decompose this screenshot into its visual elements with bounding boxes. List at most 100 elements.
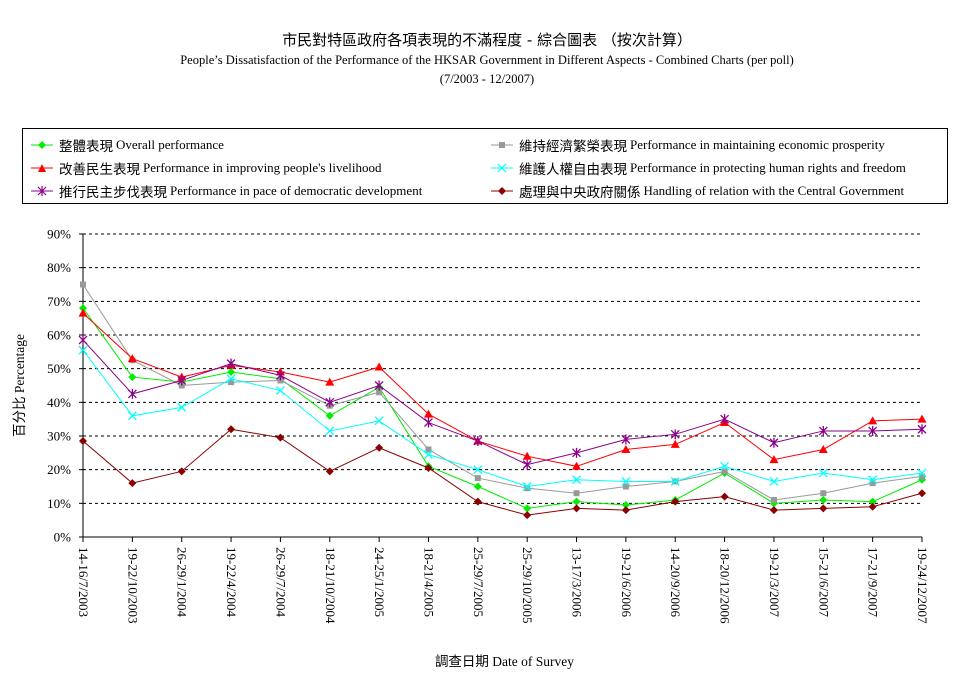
- data-point: [819, 504, 828, 513]
- y-tick-label: 60%: [47, 328, 71, 343]
- series-line: [82, 428, 923, 516]
- data-point: [325, 397, 335, 408]
- data-point: [572, 497, 581, 506]
- legend-label-en: Handling of relation with the Central Go…: [643, 183, 905, 198]
- data-point: [473, 465, 483, 475]
- data-point: [917, 424, 927, 435]
- y-tick-label: 20%: [47, 462, 71, 477]
- x-tick-label: 19-22/10/2003: [125, 547, 140, 624]
- data-point: [869, 480, 876, 487]
- data-point: [227, 425, 236, 434]
- data-point: [721, 468, 728, 475]
- data-point: [769, 506, 778, 515]
- data-point: [128, 479, 137, 488]
- data-point: [375, 443, 384, 452]
- data-point: [374, 362, 384, 371]
- x-tick-label: 24-25/1/2005: [372, 547, 387, 617]
- data-point: [572, 447, 581, 458]
- data-point: [621, 501, 630, 510]
- x-tick-label: 25-29/7/2005: [471, 547, 486, 617]
- data-point: [524, 485, 531, 492]
- data-point: [572, 461, 582, 470]
- data-point: [522, 451, 532, 460]
- x-tick-label: 15-21/6/2007: [816, 547, 831, 618]
- x-tick-label: 19-22/4/2004: [224, 547, 239, 618]
- x-tick-label: 18-20/12/2006: [718, 547, 733, 624]
- data-point: [670, 439, 680, 448]
- data-point: [178, 382, 185, 389]
- data-point: [523, 511, 532, 520]
- y-tick-label: 80%: [47, 260, 71, 275]
- chart-title-en: People’s Dissatisfaction of the Performa…: [180, 53, 794, 67]
- data-point: [917, 414, 927, 423]
- data-point: [622, 483, 629, 490]
- data-point: [818, 444, 828, 453]
- y-tick-label: 50%: [47, 361, 71, 376]
- data-point: [621, 444, 631, 453]
- legend-item-livelihood: 改善民生表現 Performance in improving people's…: [31, 158, 381, 178]
- data-point: [325, 377, 335, 386]
- data-point: [573, 490, 580, 497]
- data-point: [127, 354, 137, 363]
- legend-marker-democracy: [31, 186, 53, 196]
- chart-title-block: 市民對特區政府各項表現的不滿程度 - 綜合圖表 （按次計算） People’s …: [0, 30, 974, 89]
- legend-marker-economy: [491, 142, 513, 148]
- chart-title-zh: 市民對特區政府各項表現的不滿程度 - 綜合圖表 （按次計算）: [282, 31, 692, 49]
- data-point: [78, 345, 88, 355]
- legend-item-democracy: 推行民主步伐表現 Performance in pace of democrat…: [31, 181, 422, 201]
- data-point: [275, 386, 285, 396]
- data-point: [769, 476, 779, 486]
- series-line: [82, 284, 923, 501]
- legend-label-zh: 處理與中央政府關係: [519, 185, 641, 201]
- x-tick-label: 14-16/7/2003: [76, 547, 91, 617]
- data-point: [424, 463, 433, 472]
- data-point: [523, 504, 532, 513]
- chart-date-range: (7/2003 - 12/2007): [439, 72, 535, 86]
- legend-label-zh: 整體表現: [59, 139, 113, 155]
- x-tick-label: 19-24/12/2007: [915, 547, 930, 624]
- y-axis-title: 百分比 Percentage: [12, 334, 27, 437]
- data-point: [277, 377, 284, 384]
- x-axis-title: 調查日期 Date of Survey: [435, 654, 574, 669]
- data-point: [720, 461, 730, 471]
- data-point: [423, 409, 433, 418]
- series-line: [82, 312, 923, 467]
- data-point: [473, 482, 482, 491]
- x-tick-label: 19-21/6/2006: [619, 547, 634, 618]
- x-tick-label: 26-29/7/2004: [273, 547, 288, 618]
- data-point: [325, 426, 335, 436]
- data-point: [473, 436, 483, 447]
- data-point: [127, 411, 137, 421]
- data-point: [376, 389, 383, 396]
- series-line: [82, 339, 923, 466]
- data-point: [621, 506, 630, 515]
- data-point: [424, 450, 433, 459]
- series-line: [82, 307, 923, 509]
- x-tick-label: 17-21/9/2007: [866, 547, 881, 618]
- legend-marker-human-rights: [491, 163, 513, 173]
- data-point: [522, 459, 532, 470]
- data-point: [177, 375, 187, 386]
- data-point: [670, 476, 680, 486]
- data-point: [473, 497, 482, 506]
- data-point: [127, 388, 137, 399]
- legend-label-en: Performance in maintaining economic pros…: [630, 137, 885, 152]
- legend-label-en: Performance in protecting human rights a…: [630, 160, 906, 175]
- data-point: [621, 434, 631, 445]
- data-point: [276, 433, 285, 442]
- legend-label-zh: 改善民生表現: [59, 162, 140, 178]
- legend-marker-central-gov: [491, 187, 513, 195]
- data-point: [818, 468, 828, 478]
- data-point: [78, 335, 88, 346]
- x-tick-label: 19-21/3/2007: [767, 547, 782, 618]
- y-tick-label: 70%: [47, 294, 71, 309]
- data-point: [325, 411, 334, 420]
- legend-label-en: Performance in improving people's liveli…: [143, 160, 382, 175]
- data-point: [572, 475, 581, 485]
- data-point: [374, 380, 384, 391]
- legend-label-en: Overall performance: [116, 137, 224, 152]
- data-point: [424, 417, 433, 428]
- data-point: [868, 416, 878, 425]
- data-point: [177, 402, 187, 412]
- data-point: [78, 308, 88, 317]
